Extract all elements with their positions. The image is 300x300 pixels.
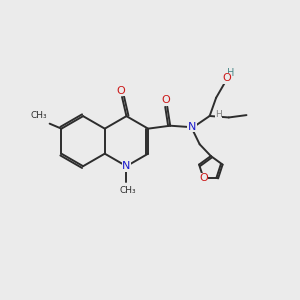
Text: O: O (222, 73, 231, 83)
Text: H: H (215, 110, 222, 119)
Text: CH₃: CH₃ (119, 186, 136, 195)
Text: H: H (226, 68, 234, 78)
Text: N: N (188, 122, 196, 132)
Text: O: O (199, 173, 208, 183)
Text: O: O (161, 95, 170, 105)
Text: O: O (116, 85, 125, 95)
Text: N: N (122, 161, 130, 171)
Text: CH₃: CH₃ (30, 112, 47, 121)
